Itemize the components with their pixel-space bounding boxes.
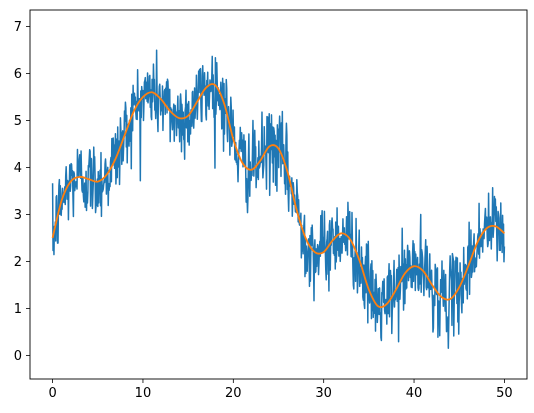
x-tick-label: 20 — [225, 386, 242, 401]
y-tick-label: 4 — [14, 161, 22, 176]
y-axis: 0 1 2 3 4 5 6 7 — [14, 20, 30, 364]
y-tick-label: 6 — [14, 67, 22, 82]
x-tick-label: 0 — [48, 386, 56, 401]
series-smooth-line — [51, 83, 505, 309]
x-tick-label: 10 — [135, 386, 152, 401]
y-tick-label: 1 — [14, 302, 22, 317]
x-tick-label: 40 — [406, 386, 423, 401]
x-axis: 0 10 20 30 40 50 — [48, 379, 513, 401]
x-tick-label: 50 — [496, 386, 513, 401]
y-tick-label: 0 — [14, 349, 22, 364]
y-tick-label: 3 — [14, 208, 22, 223]
plot-frame — [29, 9, 528, 380]
series-layer — [51, 49, 506, 350]
y-tick-label: 7 — [14, 20, 22, 35]
y-tick-label: 2 — [14, 255, 22, 270]
y-tick-label: 5 — [14, 114, 22, 129]
x-tick-label: 30 — [315, 386, 332, 401]
